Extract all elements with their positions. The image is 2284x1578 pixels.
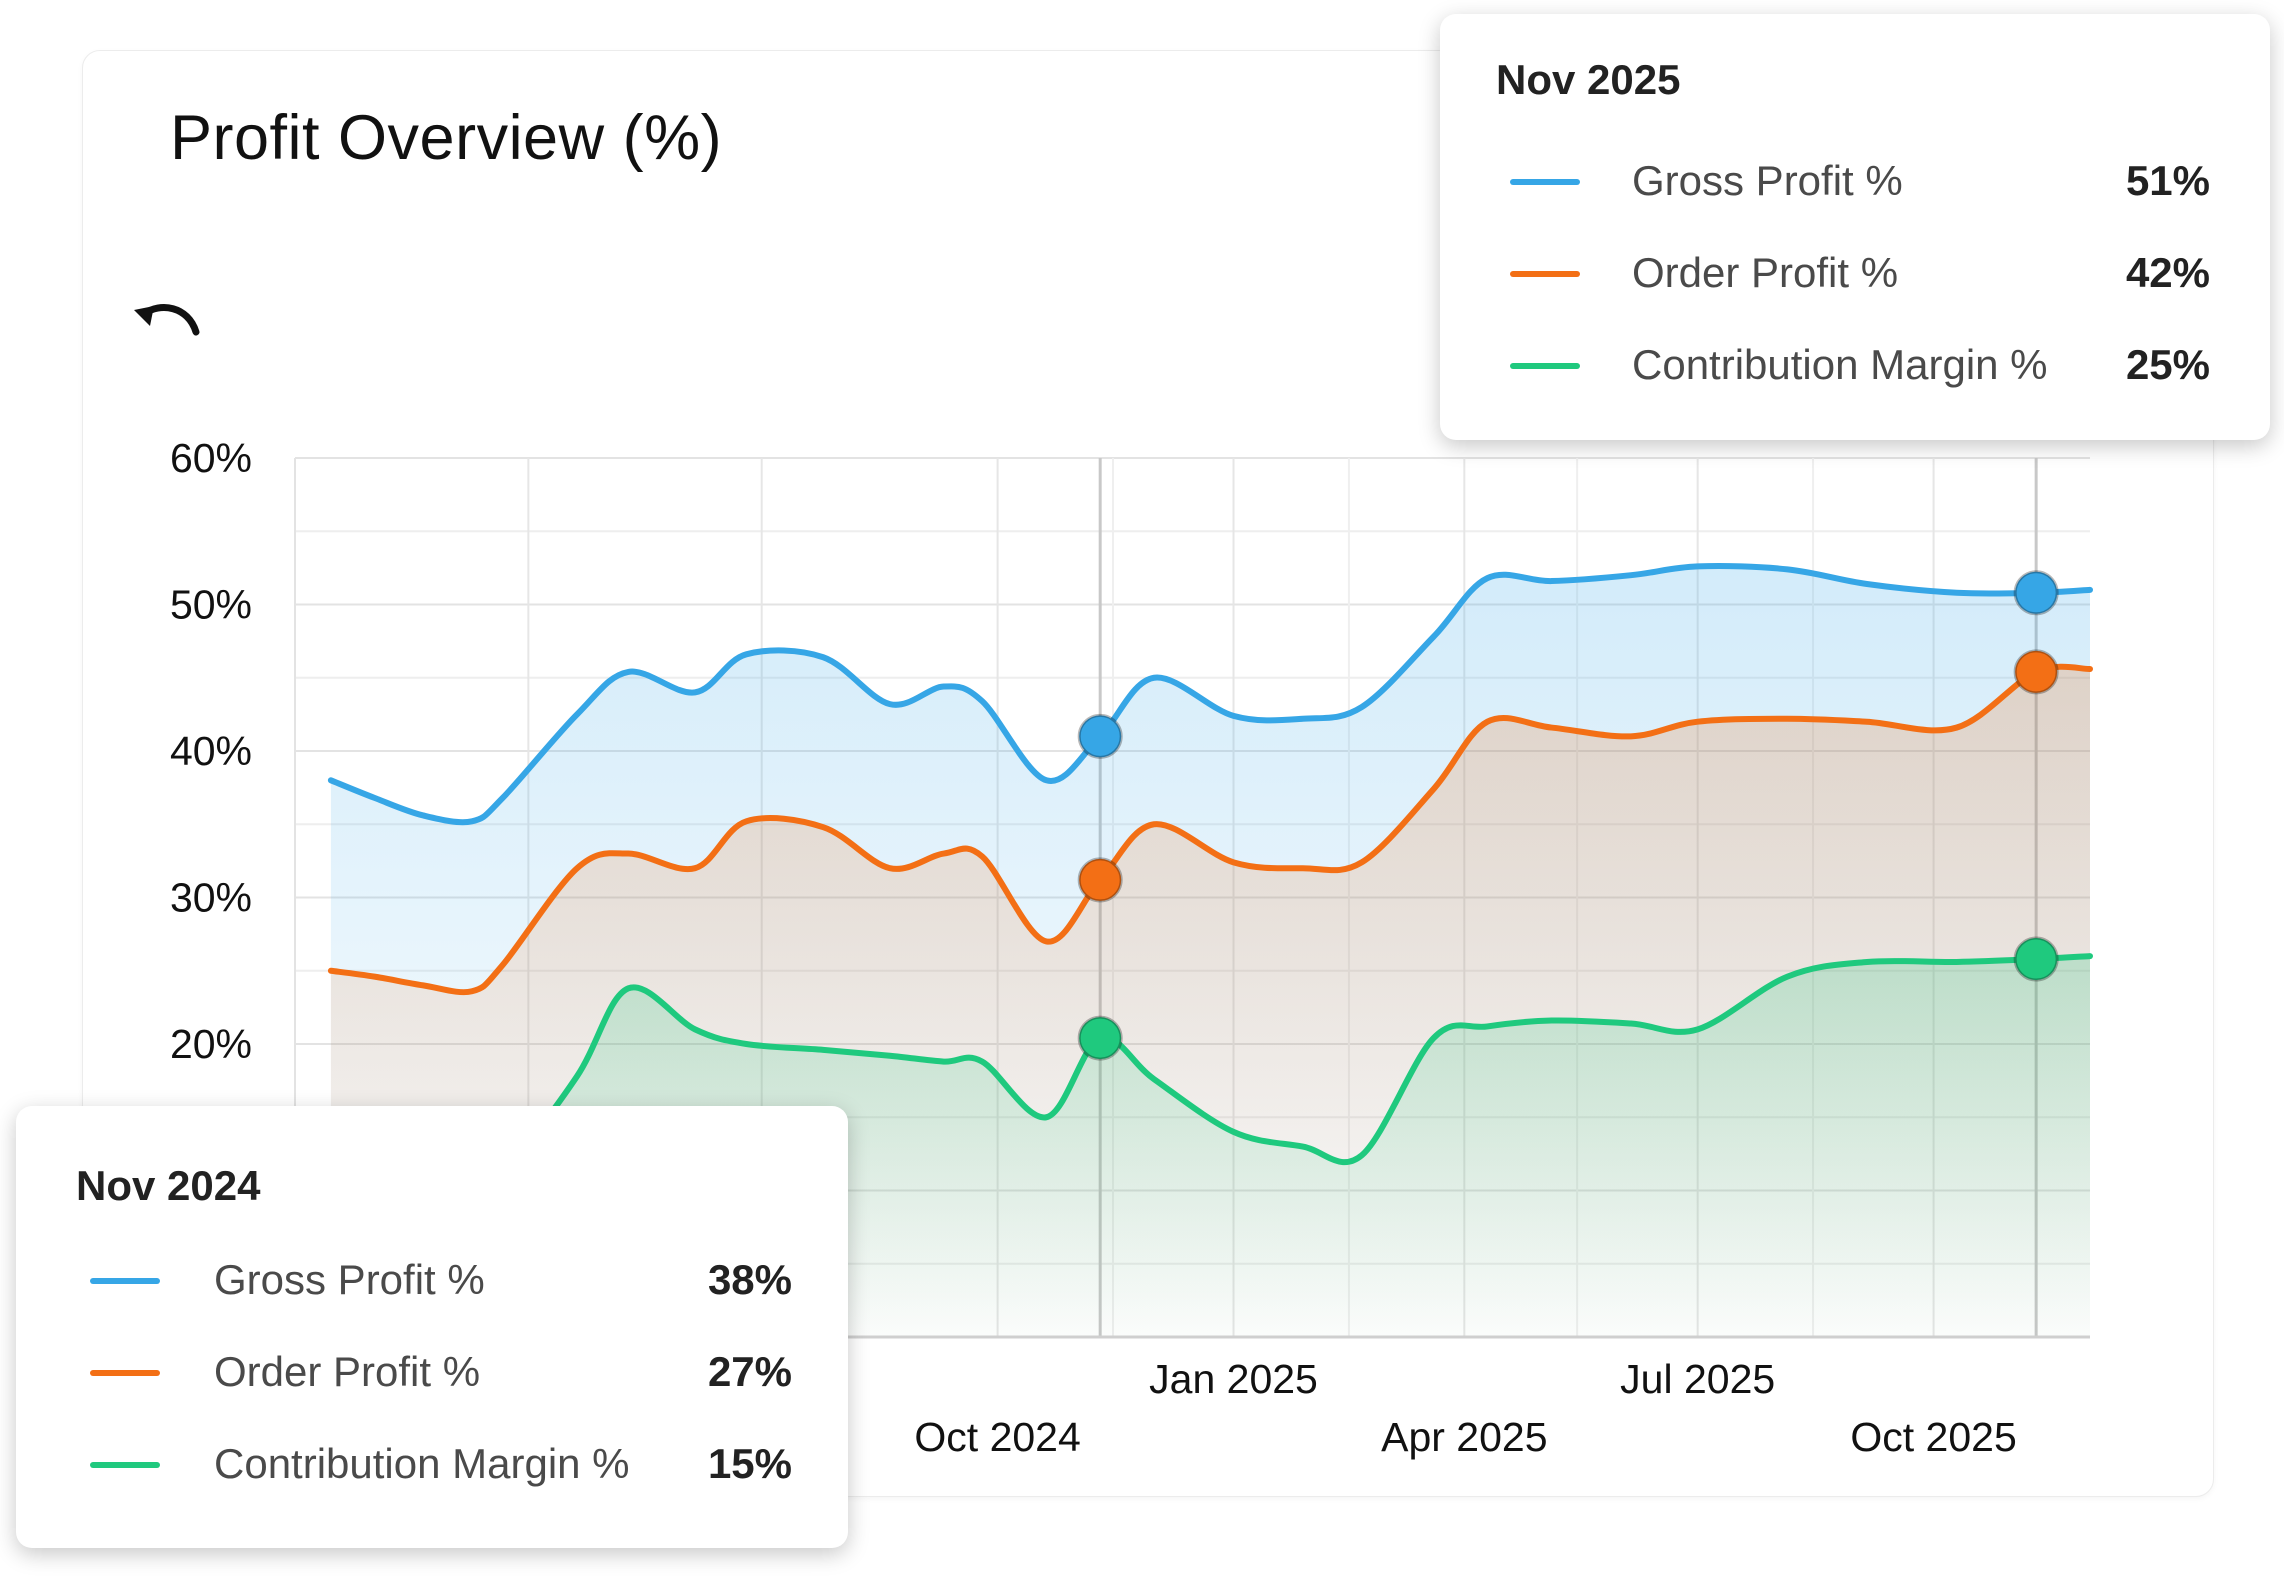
- tooltip-title: Nov 2024: [76, 1162, 261, 1209]
- x-tick-label: Jan 2025: [1149, 1356, 1318, 1402]
- x-tick-label: Oct 2025: [1850, 1414, 2016, 1460]
- tooltip-value: 51%: [2125, 157, 2210, 204]
- tooltip-row: Contribution Margin % 25%: [1440, 336, 2270, 396]
- tooltip-label: Gross Profit %: [214, 1256, 485, 1303]
- tooltip-label: Gross Profit %: [1632, 157, 1903, 204]
- legend-swatch-order-profit: [1510, 271, 1580, 277]
- undo-icon[interactable]: [130, 296, 204, 354]
- y-tick-label: 20%: [170, 1021, 252, 1067]
- y-tick-label: 60%: [170, 435, 252, 481]
- x-tick-label: Jul 2025: [1620, 1356, 1775, 1402]
- y-tick-label: 50%: [170, 582, 252, 628]
- tooltip-row: Gross Profit % 38%: [16, 1251, 848, 1311]
- tooltip-title: Nov 2025: [1496, 56, 1681, 103]
- hover-markers: [1077, 570, 2059, 1061]
- tooltip-row: Contribution Margin % 15%: [16, 1435, 848, 1495]
- legend-swatch-contribution-margin: [90, 1462, 160, 1468]
- legend-swatch-order-profit: [90, 1370, 160, 1376]
- legend-swatch-contribution-margin: [1510, 363, 1580, 369]
- tooltip-value: 15%: [707, 1440, 792, 1487]
- tooltip-nov-2024: Nov 2024 Gross Profit % 38% Order Profit…: [16, 1106, 848, 1548]
- tooltip-nov-2025: Nov 2025 Gross Profit % 51% Order Profit…: [1440, 14, 2270, 440]
- legend-swatch-gross-profit: [1510, 179, 1580, 185]
- data-point-marker[interactable]: [1077, 1015, 1123, 1061]
- chart-title: Profit Overview (%): [170, 103, 723, 173]
- tooltip-value: 38%: [707, 1256, 792, 1303]
- tooltip-row: Order Profit % 42%: [1440, 244, 2270, 304]
- x-tick-label: Apr 2025: [1381, 1414, 1547, 1460]
- data-point-marker[interactable]: [2013, 570, 2059, 616]
- tooltip-row: Gross Profit % 51%: [1440, 152, 2270, 212]
- data-point-marker[interactable]: [1077, 857, 1123, 903]
- data-point-marker[interactable]: [1077, 713, 1123, 759]
- y-tick-label: 30%: [170, 875, 252, 921]
- series-line-order-profit[interactable]: [327, 663, 2093, 996]
- tooltip-label: Contribution Margin %: [1632, 341, 2048, 388]
- data-point-marker[interactable]: [2013, 649, 2059, 695]
- tooltip-label: Order Profit %: [214, 1348, 481, 1395]
- tooltip-value: 42%: [2125, 249, 2210, 296]
- tooltip-label: Order Profit %: [1632, 249, 1899, 296]
- tooltip-row: Order Profit % 27%: [16, 1343, 848, 1403]
- tooltip-label: Contribution Margin %: [214, 1440, 630, 1487]
- legend-swatch-gross-profit: [90, 1278, 160, 1284]
- data-point-marker[interactable]: [2013, 936, 2059, 982]
- y-tick-label: 40%: [170, 728, 252, 774]
- tooltip-value: 25%: [2125, 341, 2210, 388]
- x-tick-label: Oct 2024: [914, 1414, 1080, 1460]
- tooltip-value: 27%: [707, 1348, 792, 1395]
